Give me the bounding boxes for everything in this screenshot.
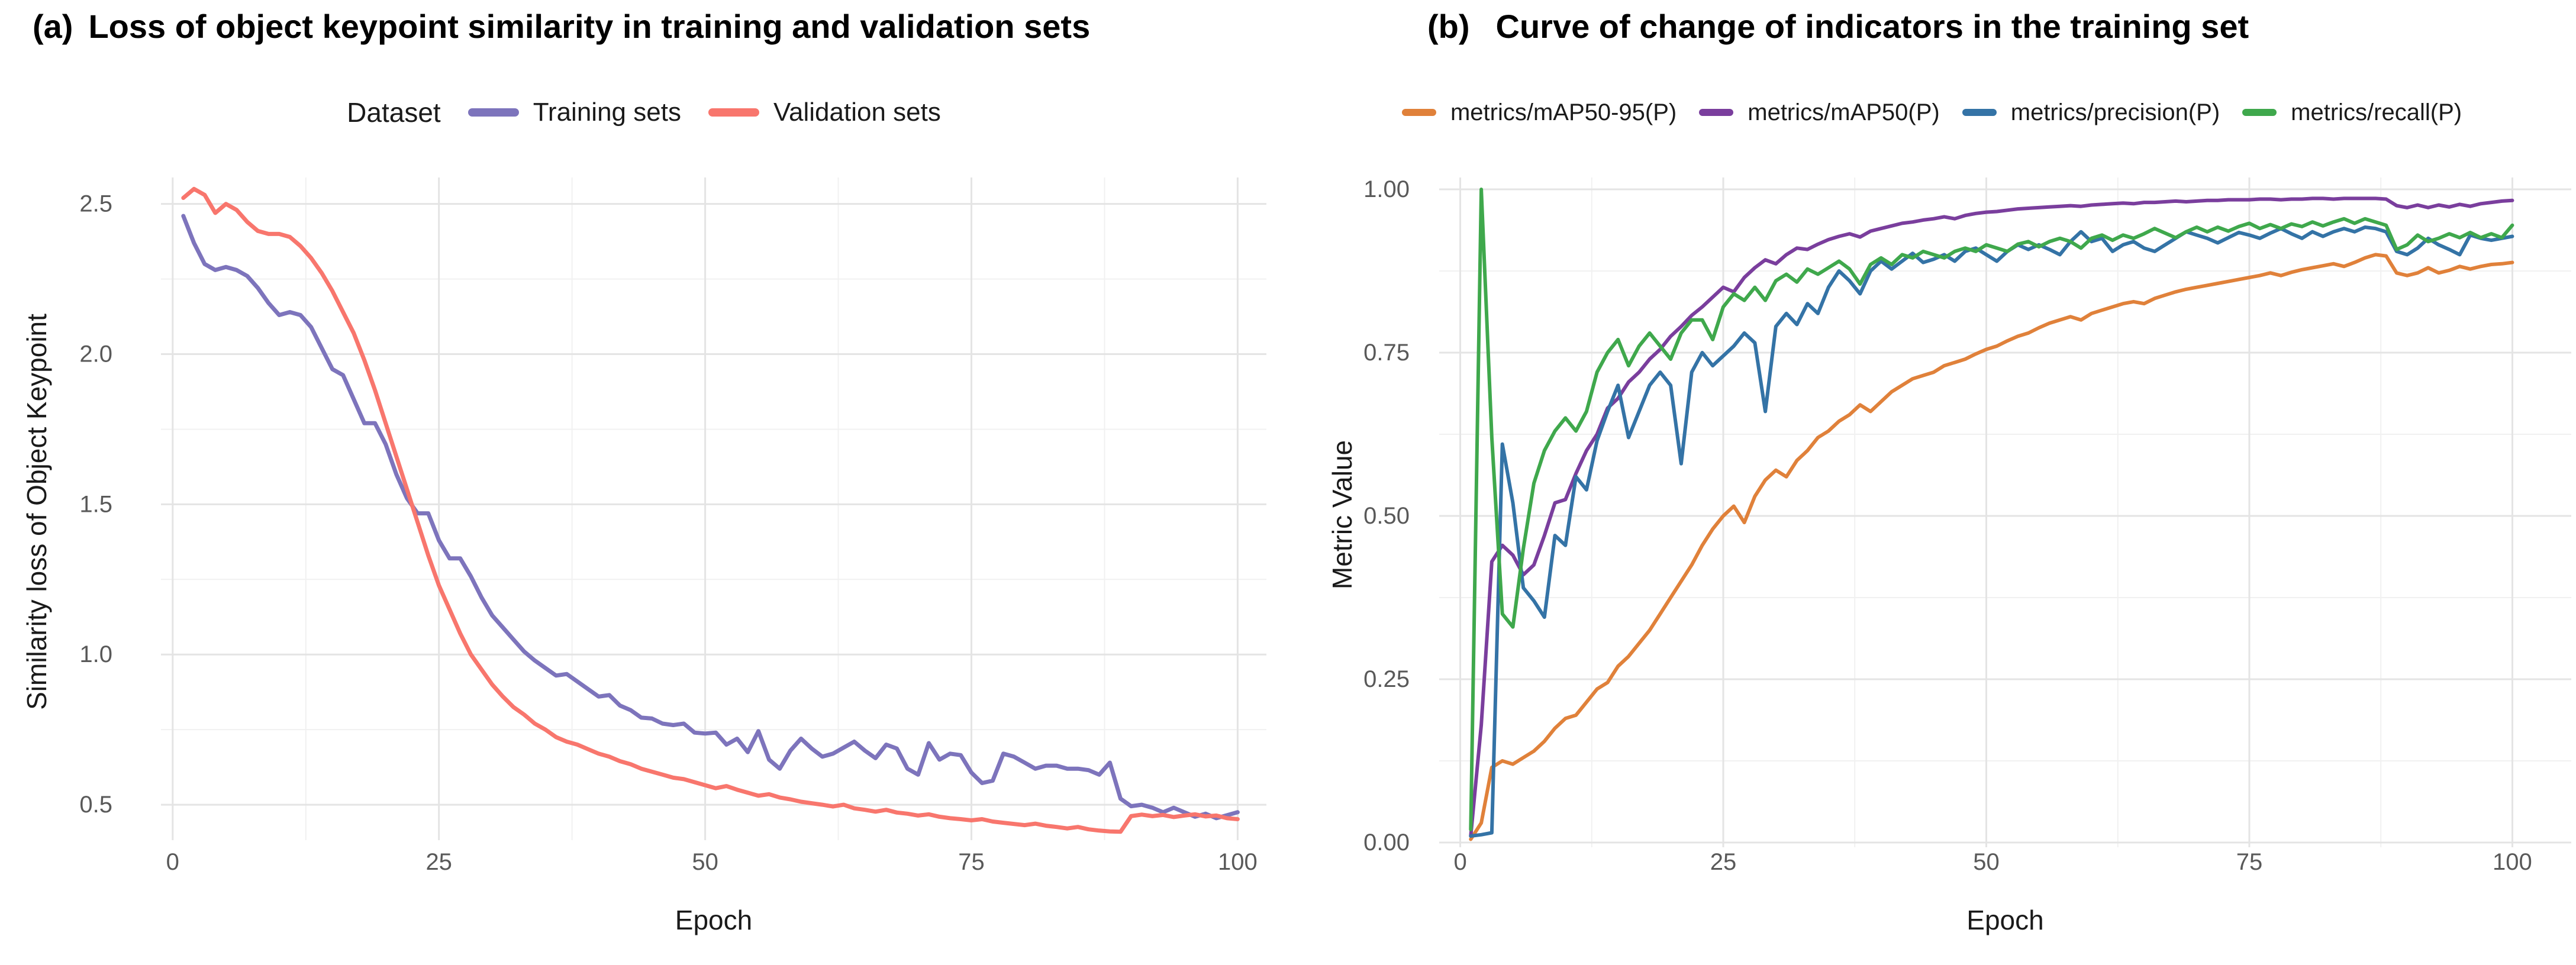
- panel-a-title-row: (a) Loss of object keypoint similarity i…: [33, 7, 1090, 46]
- legend-swatch-icon: [1699, 109, 1734, 116]
- x-tick-label: 50: [692, 849, 718, 875]
- legend-item: Training sets: [468, 98, 681, 127]
- x-tick-label: 100: [1218, 849, 1258, 875]
- series-line-metrics/mAP50-95(P): [1469, 253, 2514, 841]
- grid-minor: [161, 177, 1266, 840]
- panel-b-title-row: (b) Curve of change of indicators in the…: [1427, 7, 2249, 46]
- series-lines: [1469, 188, 2514, 841]
- y-tick-label: 0.00: [1363, 830, 1410, 856]
- grid-minor: [1439, 177, 2571, 847]
- panel-a-x-axis-title: Epoch: [675, 905, 753, 935]
- panel-b-x-axis-title: Epoch: [1966, 905, 2044, 935]
- x-tick-label: 25: [1710, 849, 1737, 875]
- panel-a-y-axis-title: Similarity loss of Object Keypoint: [21, 314, 52, 710]
- series-lines: [181, 186, 1240, 834]
- series-line-metrics/recall(P): [1469, 188, 2514, 831]
- legend-label: metrics/recall(P): [2291, 99, 2462, 125]
- legend-label: metrics/precision(P): [2010, 99, 2220, 125]
- panel-a-tag: (a): [33, 8, 73, 45]
- y-tick-label: 1.5: [79, 491, 112, 517]
- legend-item: metrics/mAP50-95(P): [1401, 99, 1677, 126]
- panel-a-legend: Dataset Training sets Validation sets: [0, 90, 1288, 135]
- grid-major: [1439, 177, 2571, 847]
- panel-a: 0 25 50 75 100 2.5 2.0 1.5 1.0 0.5 (a) Loss of ob…: [0, 7, 1288, 935]
- panel-b: 0 25 50 75 100 1.00 0.75 0.50 0.25 0.00 (b) Curve…: [1288, 0, 2576, 965]
- tick-labels: 0 25 50 75 100 1.00 0.75 0.50 0.25 0.00: [1363, 176, 2532, 875]
- grid-major: [161, 177, 1266, 840]
- legend-swatch-icon: [1401, 109, 1436, 116]
- x-tick-label: 75: [958, 849, 985, 875]
- x-tick-label: 50: [1973, 849, 2000, 875]
- y-tick-label: 1.0: [79, 641, 112, 667]
- legend-swatch-icon: [1962, 109, 1997, 116]
- legend-swatch-icon: [708, 108, 759, 117]
- series-line-Training sets: [181, 214, 1240, 821]
- y-tick-label: 2.0: [79, 341, 112, 367]
- y-tick-label: 0.75: [1363, 340, 1410, 366]
- legend-swatch-icon: [468, 108, 519, 117]
- legend-label: metrics/mAP50-95(P): [1450, 99, 1677, 125]
- legend-swatch-icon: [2242, 109, 2277, 116]
- legend-label: metrics/mAP50(P): [1748, 99, 1940, 125]
- legend-title: Dataset: [347, 97, 441, 128]
- panel-b-title: Curve of change of indicators in the tra…: [1495, 8, 2249, 45]
- x-tick-label: 0: [1453, 849, 1466, 875]
- legend-item: Validation sets: [708, 98, 941, 127]
- panel-b-y-axis-title: Metric Value: [1327, 440, 1358, 590]
- series-line-metrics/precision(P): [1469, 225, 2514, 838]
- x-tick-label: 100: [2493, 849, 2532, 875]
- plot-a-canvas: 0 25 50 75 100 2.5 2.0 1.5 1.0 0.5: [79, 177, 1266, 875]
- legend-item: metrics/precision(P): [1962, 99, 2220, 126]
- legend-item: metrics/recall(P): [2242, 99, 2462, 126]
- legend-label: Training sets: [533, 98, 681, 127]
- x-tick-label: 25: [425, 849, 452, 875]
- tick-labels: 0 25 50 75 100 2.5 2.0 1.5 1.0 0.5: [79, 191, 1257, 875]
- y-tick-label: 0.50: [1363, 503, 1410, 529]
- series-line-Validation sets: [181, 186, 1240, 834]
- panel-b-tag: (b): [1427, 8, 1470, 45]
- legend-label: Validation sets: [773, 98, 941, 127]
- y-tick-label: 0.5: [79, 792, 112, 818]
- x-tick-label: 75: [2236, 849, 2263, 875]
- y-tick-label: 0.25: [1363, 666, 1410, 692]
- panel-b-legend: metrics/mAP50-95(P) metrics/mAP50(P) metri…: [1288, 90, 2576, 135]
- legend-item: metrics/mAP50(P): [1699, 99, 1940, 126]
- y-tick-label: 2.5: [79, 191, 112, 217]
- y-tick-label: 1.00: [1363, 176, 1410, 202]
- x-tick-label: 0: [166, 849, 179, 875]
- plot-b-canvas: 0 25 50 75 100 1.00 0.75 0.50 0.25 0.00: [1363, 176, 2571, 875]
- panel-a-title: Loss of object keypoint similarity in tr…: [88, 8, 1091, 45]
- series-line-metrics/mAP50(P): [1469, 196, 2514, 838]
